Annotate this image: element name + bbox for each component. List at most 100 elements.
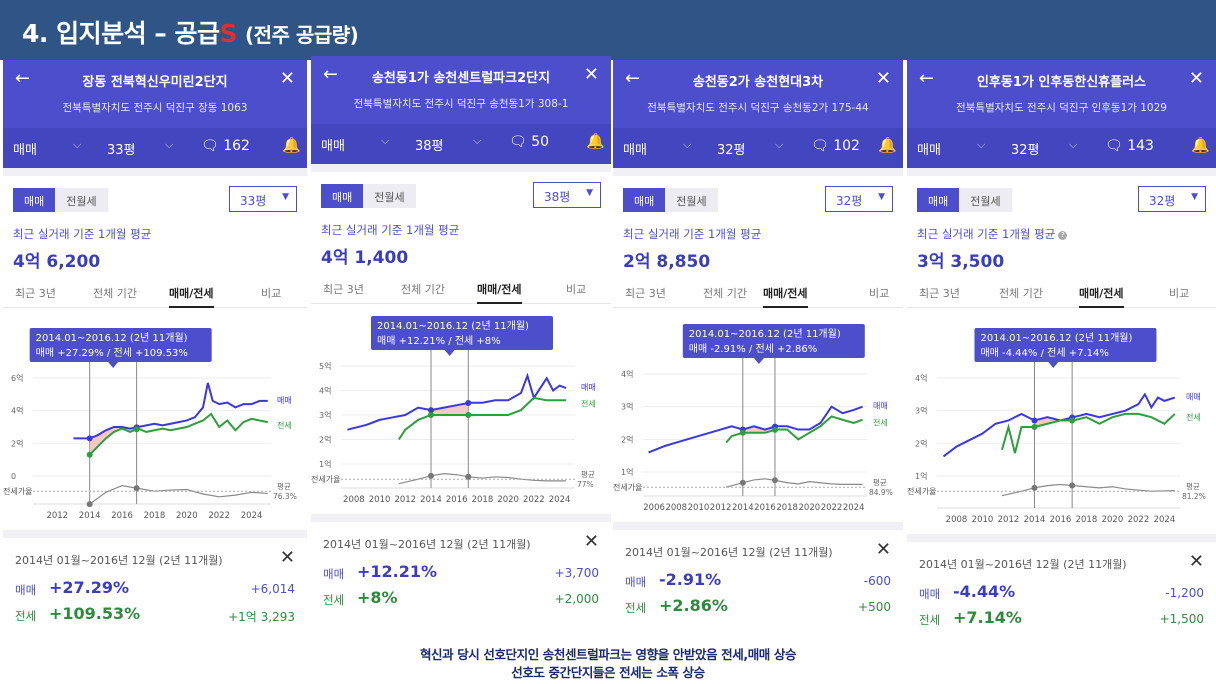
tab-rent[interactable]: 전월세: [959, 188, 1012, 212]
bell-icon[interactable]: 🔔: [586, 132, 605, 150]
summary-rent-amount: +1억 3,293: [228, 610, 295, 624]
size-select[interactable]: 32평 ▼: [1138, 186, 1206, 212]
tooltip-title: 2014.01~2016.12 (2년 11개월): [377, 320, 529, 332]
tab-recent-3y[interactable]: 최근 3년: [323, 283, 364, 296]
tab-trade-rent[interactable]: 매매/전세: [477, 281, 522, 304]
size-filter[interactable]: 33평: [107, 143, 136, 158]
size-filter[interactable]: 32평: [1011, 143, 1040, 158]
x-tick-label: 2016: [754, 503, 776, 513]
close-icon[interactable]: ✕: [875, 68, 891, 89]
ratio-avg-label: 평균: [1186, 481, 1200, 491]
x-tick-label: 2024: [843, 503, 865, 513]
highlight-fill: [431, 402, 469, 415]
trade-price-line: [942, 392, 1176, 458]
back-arrow-icon[interactable]: ←: [323, 64, 339, 85]
slide-title-sub: (전주 공급량): [245, 23, 359, 47]
comments-button[interactable]: 🗨 162: [201, 138, 250, 154]
chevron-down-icon[interactable]: ⌵: [977, 138, 986, 151]
trade-marker: [1031, 417, 1038, 424]
x-tick-label: 2022: [1128, 515, 1150, 525]
comments-button[interactable]: 🗨 50: [509, 134, 549, 150]
tab-recent-3y[interactable]: 최근 3년: [919, 287, 960, 300]
tab-recent-3y[interactable]: 최근 3년: [15, 287, 56, 300]
close-icon[interactable]: ✕: [583, 531, 599, 552]
tab-compare[interactable]: 비교: [261, 287, 282, 300]
tab-trade[interactable]: 매매: [917, 188, 960, 212]
tab-recent-3y[interactable]: 최근 3년: [625, 287, 666, 300]
size-select[interactable]: 33평 ▼: [229, 186, 297, 212]
trade-tabs: 매매 전월세: [917, 188, 1012, 212]
close-icon[interactable]: ✕: [279, 547, 295, 568]
panel-topbar: ← 인후동1가 인후동한신휴플러스 ✕ 전북특별자치도 전주시 덕진구 인후동1…: [907, 60, 1216, 128]
tab-rent[interactable]: 전월세: [55, 188, 108, 212]
comments-button[interactable]: 🗨 143: [1105, 138, 1154, 154]
chevron-down-icon[interactable]: ⌵: [73, 138, 82, 151]
tab-rent[interactable]: 전월세: [363, 184, 416, 208]
ratio-marker: [428, 472, 434, 479]
x-tick-label: 2020: [176, 511, 198, 521]
tooltip-title: 2014.01~2016.12 (2년 11개월): [689, 328, 841, 340]
panel-topbar: ← 장동 전북혁신우미린2단지 ✕ 전북특별자치도 전주시 덕진구 장동 106…: [3, 60, 307, 128]
comments-button[interactable]: 🗨 102: [811, 138, 860, 154]
close-icon[interactable]: ✕: [583, 64, 599, 85]
tab-trade-rent[interactable]: 매매/전세: [1079, 285, 1124, 308]
x-tick-label: 2020: [1102, 515, 1124, 525]
size-filter[interactable]: 32평: [717, 143, 746, 158]
price-chart[interactable]: 4억 3억 2억 1억 2006 2008 2010 2012 2014 2016 2018 2020…: [613, 304, 903, 522]
summary-rent-pct: +109.53%: [49, 604, 141, 623]
tab-trade[interactable]: 매매: [13, 188, 56, 212]
chat-icon: 🗨: [509, 134, 527, 150]
avg-price-label-text: 최근 실거래 기준 1개월 평균: [321, 223, 460, 237]
tab-all-period[interactable]: 전체 기간: [93, 287, 137, 300]
ratio-axis-label: 전세가율: [613, 482, 642, 492]
y-tick-label: 1억: [621, 467, 633, 477]
trade-type-filter[interactable]: 매매: [917, 143, 941, 158]
y-tick-label: 5억: [319, 361, 331, 371]
close-icon[interactable]: ✕: [1188, 551, 1204, 572]
close-icon[interactable]: ✕: [875, 539, 891, 560]
bell-icon[interactable]: 🔔: [282, 136, 301, 154]
tab-trade-rent[interactable]: 매매/전세: [763, 285, 808, 308]
price-chart[interactable]: 4억 3억 2억 1억 2008 2010 2012 2014 2016 2018 2020 2022…: [907, 308, 1216, 534]
trade-type-filter[interactable]: 매매: [623, 143, 647, 158]
chevron-down-icon[interactable]: ⌵: [473, 134, 482, 147]
rent-price-line: [398, 396, 566, 441]
change-summary: 2014년 01월~2016년 12월 (2년 11개월) ✕ 매매 -4.44…: [907, 534, 1216, 635]
tab-all-period[interactable]: 전체 기간: [999, 287, 1043, 300]
tab-rent[interactable]: 전월세: [665, 188, 718, 212]
trade-type-filter[interactable]: 매매: [13, 143, 37, 158]
tab-compare[interactable]: 비교: [566, 283, 587, 296]
tab-compare[interactable]: 비교: [869, 287, 890, 300]
summary-period: 2014년 01월~2016년 12월 (2년 11개월): [323, 538, 531, 551]
back-arrow-icon[interactable]: ←: [919, 68, 935, 89]
tab-trade[interactable]: 매매: [321, 184, 364, 208]
chevron-down-icon[interactable]: ⌵: [1069, 138, 1078, 151]
x-tick-label: 2016: [111, 511, 133, 521]
info-icon[interactable]: ?: [1058, 231, 1068, 240]
price-chart[interactable]: 6억 4억 2억 0 2012 2014 2016 2018 2020 2022 2024 매매전세평…: [3, 308, 307, 530]
tab-trade-rent[interactable]: 매매/전세: [169, 285, 214, 308]
bell-icon[interactable]: 🔔: [1191, 136, 1210, 154]
bell-icon[interactable]: 🔔: [878, 136, 897, 154]
close-icon[interactable]: ✕: [279, 68, 295, 89]
tab-trade[interactable]: 매매: [623, 188, 666, 212]
close-icon[interactable]: ✕: [1188, 68, 1204, 89]
chevron-down-icon[interactable]: ⌵: [165, 138, 174, 151]
trade-type-filter[interactable]: 매매: [321, 139, 345, 154]
tab-compare[interactable]: 비교: [1169, 287, 1190, 300]
size-filter[interactable]: 38평: [415, 139, 444, 154]
back-arrow-icon[interactable]: ←: [625, 68, 641, 89]
size-select[interactable]: 38평 ▼: [533, 182, 601, 208]
chevron-down-icon[interactable]: ⌵: [683, 138, 692, 151]
caption-line-2: 선호도 중간단지들은 전세는 소폭 상승: [511, 665, 705, 680]
chevron-down-icon[interactable]: ⌵: [775, 138, 784, 151]
chevron-down-icon[interactable]: ⌵: [381, 134, 390, 147]
ratio-avg-value: 84.9%: [869, 488, 893, 497]
tab-all-period[interactable]: 전체 기간: [401, 283, 445, 296]
tab-all-period[interactable]: 전체 기간: [703, 287, 747, 300]
size-select[interactable]: 32평 ▼: [825, 186, 893, 212]
x-tick-label: 2008: [343, 495, 365, 505]
back-arrow-icon[interactable]: ←: [15, 68, 31, 89]
trade-tabs: 매매 전월세: [321, 184, 416, 208]
